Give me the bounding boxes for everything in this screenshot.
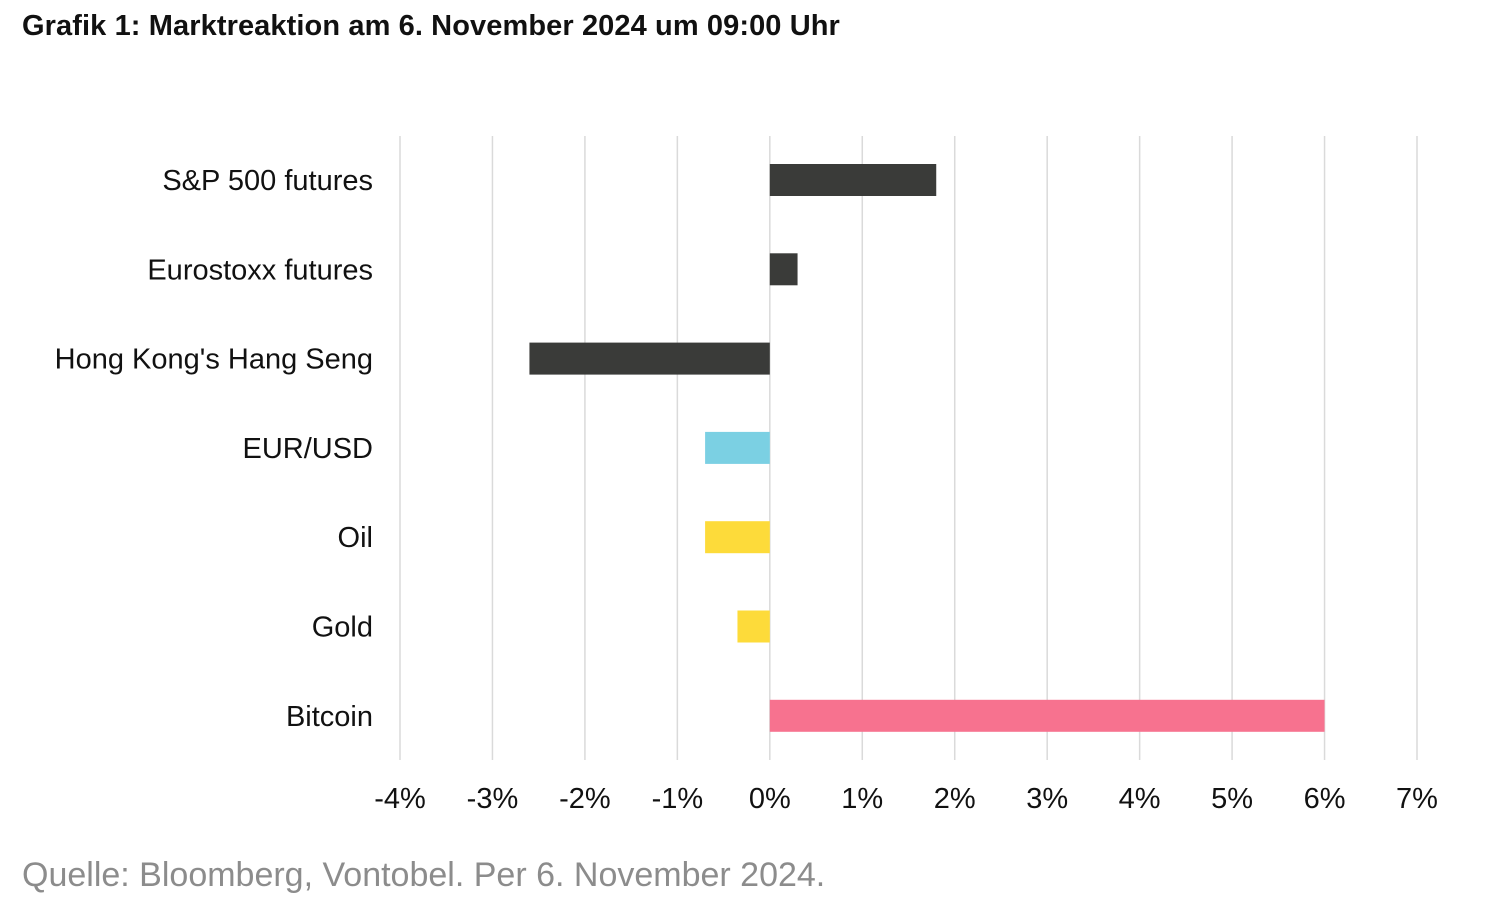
x-tick-label: -3%	[467, 783, 519, 815]
x-tick-label: 1%	[841, 783, 883, 815]
x-tick-label: 7%	[1396, 783, 1438, 815]
category-label: Eurostoxx futures	[147, 254, 373, 286]
chart-title: Grafik 1: Marktreaktion am 6. November 2…	[22, 10, 840, 42]
bar	[737, 610, 770, 643]
bar	[769, 699, 1325, 732]
x-tick-label: 0%	[749, 783, 791, 815]
x-tick-label: 4%	[1119, 783, 1161, 815]
x-tick-label: 5%	[1211, 783, 1253, 815]
x-tick-label: 3%	[1026, 783, 1068, 815]
category-label: EUR/USD	[242, 433, 373, 465]
bar	[705, 431, 770, 464]
bar	[529, 342, 770, 375]
bar	[769, 253, 798, 286]
x-tick-label: -2%	[559, 783, 611, 815]
x-tick-label: 6%	[1304, 783, 1346, 815]
x-tick-label: -4%	[374, 783, 426, 815]
x-tick-label: -1%	[652, 783, 704, 815]
bar	[769, 164, 937, 196]
category-label: Hong Kong's Hang Seng	[55, 344, 373, 376]
bar	[705, 521, 770, 554]
category-label: Gold	[312, 612, 373, 644]
category-label: Oil	[338, 522, 373, 554]
x-tick-label: 2%	[934, 783, 976, 815]
source-note: Quelle: Bloomberg, Vontobel. Per 6. Nove…	[22, 856, 826, 894]
bar-chart: -4% -3% -2% -1% 0% 1% 2% 3% 4% 5% 6% 7% S&P 500 futu…	[55, 136, 1438, 815]
category-label: Bitcoin	[286, 701, 373, 733]
category-label: S&P 500 futures	[162, 165, 373, 197]
